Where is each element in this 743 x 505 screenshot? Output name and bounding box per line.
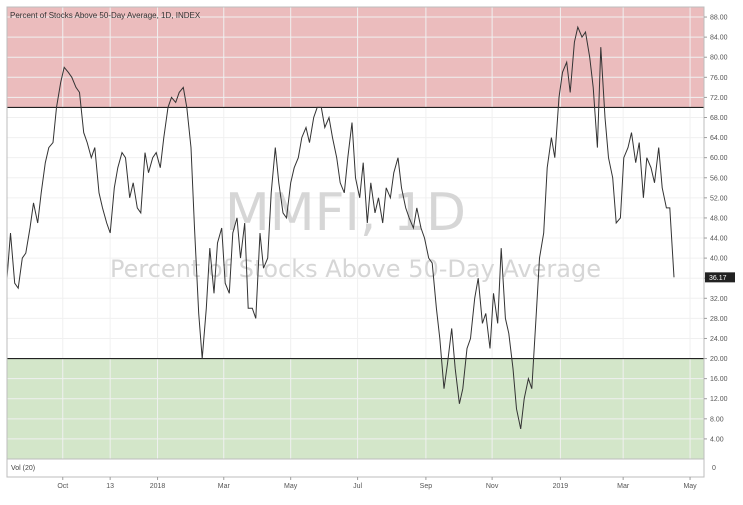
y-tick-label-15: 64.00 [710,135,728,142]
y-tick-label-14: 60.00 [710,155,728,162]
y-tick-label-6: 28.00 [710,316,728,323]
band-1 [7,358,704,459]
y-tick-label-19: 80.00 [710,55,728,62]
x-tick-label-7: Nov [486,483,499,490]
y-tick-label-12: 52.00 [710,195,728,202]
x-tick-label-8: 2019 [553,483,569,490]
last-value-badge: 36.17 [705,272,735,283]
y-tick-label-0: 4.00 [710,436,724,443]
y-tick-label-9: 40.00 [710,256,728,263]
last-value-badge-bg [705,272,735,283]
x-tick-label-9: Mar [617,483,630,490]
series-line [6,25,675,430]
x-tick-label-4: May [284,483,298,490]
y-tick-label-4: 20.00 [710,356,728,363]
last-value-label: 36.17 [709,275,727,282]
x-tick-label-2: 2018 [150,483,166,490]
y-tick-label-16: 68.00 [710,115,728,122]
volume-axis-label: 0 [712,465,716,472]
y-tick-label-20: 84.00 [710,35,728,42]
x-axis-ticks: Oct 13 2018 Mar May Jul Sep Nov 2019 Mar May [57,477,697,490]
y-tick-label-5: 24.00 [710,336,728,343]
y-tick-label-2: 12.00 [710,396,728,403]
x-tick-label-10: May [683,483,697,490]
y-tick-label-13: 56.00 [710,175,728,182]
reference-lines [7,106,704,360]
x-tick-label-5: Jul [353,483,362,490]
watermark-symbol: MMFI, 1D [225,183,466,243]
y-tick-label-3: 16.00 [710,376,728,383]
volume-label: Vol (20) [11,465,35,472]
y-tick-label-17: 72.00 [710,95,728,102]
y-tick-label-1: 8.00 [710,416,724,423]
y-tick-label-10: 44.00 [710,236,728,243]
watermark: MMFI, 1D Percent of Stocks Above 50-Day … [110,183,601,283]
y-tick-label-7: 32.00 [710,296,728,303]
y-tick-label-18: 76.00 [710,75,728,82]
x-tick-label-1: 13 [106,483,114,490]
x-tick-label-0: Oct [57,483,68,490]
volume-panel-frame [6,458,705,478]
chart-title: Percent of Stocks Above 50-Day Average, … [10,11,201,20]
y-tick-label-21: 88.00 [710,15,728,22]
y-tick-label-11: 48.00 [710,215,728,222]
x-tick-label-3: Mar [218,483,231,490]
x-tick-label-6: Sep [420,483,433,490]
watermark-description: Percent of Stocks Above 50-Day Average [110,255,601,283]
